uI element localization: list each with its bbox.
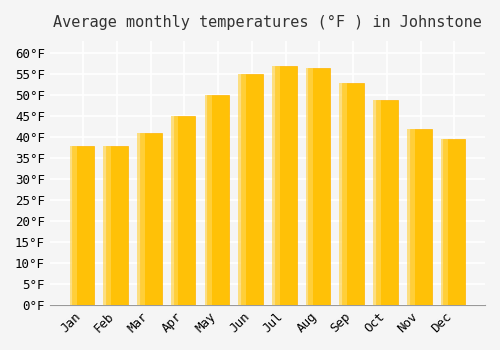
Bar [274,66,296,305]
Title: Average monthly temperatures (°F ) in Johnstone: Average monthly temperatures (°F ) in Jo… [53,15,482,30]
Bar [208,96,229,305]
Bar [410,129,432,305]
Bar [440,139,448,305]
Bar [137,133,145,305]
Bar [308,68,330,305]
Bar [238,75,246,305]
Bar [174,116,196,305]
Bar [204,96,212,305]
Bar [72,146,94,305]
Bar [373,100,381,305]
Bar [104,146,111,305]
Bar [444,139,465,305]
Bar [241,75,263,305]
Bar [340,83,347,305]
Bar [106,146,128,305]
Bar [70,146,78,305]
Bar [171,116,178,305]
Bar [407,129,414,305]
Bar [376,100,398,305]
Bar [272,66,280,305]
Bar [342,83,364,305]
Bar [140,133,162,305]
Bar [306,68,314,305]
